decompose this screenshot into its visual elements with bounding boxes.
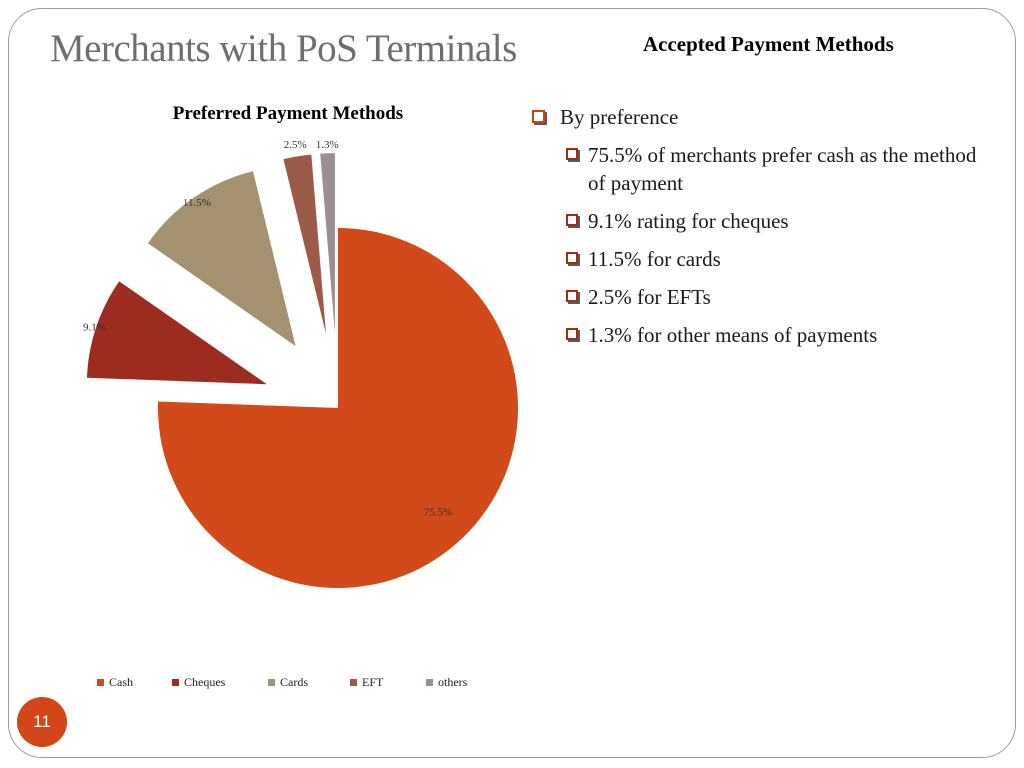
bullet-item-text: 1.3% for other means of payments	[588, 323, 878, 347]
legend-label: Cards	[280, 675, 308, 689]
bullet-item: 1.3% for other means of payments	[566, 321, 992, 349]
checkbox-bullet-icon	[532, 110, 545, 123]
data-label-cheques: 9.1%	[83, 322, 106, 334]
bullet-item-text: 75.5% of merchants prefer cash as the me…	[588, 143, 977, 195]
legend-label: Cheques	[184, 675, 226, 689]
pie-slice-cash	[157, 228, 519, 588]
legend-label: Cash	[109, 675, 133, 689]
legend-swatch	[350, 679, 357, 686]
legend-label: EFT	[362, 675, 384, 689]
data-label-cash: 75.5%	[424, 507, 452, 519]
pie-chart: Preferred Payment Methods 75.5% 9.1% 11.5%…	[83, 103, 519, 689]
bullet-item-text: 2.5% for EFTs	[588, 285, 711, 309]
checkbox-bullet-icon	[566, 252, 578, 264]
slide-title: Merchants with PoS Terminals	[50, 27, 517, 70]
pie-slice-cheques	[86, 281, 267, 385]
legend-label: others	[438, 675, 468, 689]
chart-title: Preferred Payment Methods	[173, 103, 403, 124]
pie-slice-others	[320, 153, 335, 334]
page-number-badge: 11	[17, 697, 67, 747]
data-label-others: 1.3%	[316, 139, 339, 151]
pie-slice-eft	[283, 154, 327, 334]
checkbox-bullet-icon	[566, 148, 578, 160]
section-heading: Accepted Payment Methods	[643, 32, 894, 56]
checkbox-bullet-icon	[566, 214, 578, 226]
checkbox-bullet-icon	[566, 290, 578, 302]
bullet-item: 2.5% for EFTs	[566, 283, 992, 311]
bullet-item: 75.5% of merchants prefer cash as the me…	[566, 141, 992, 197]
data-label-cards: 11.5%	[183, 197, 211, 209]
pie-slice-cards	[147, 171, 296, 347]
legend-item-cheques: Cheques	[172, 675, 226, 689]
bullet-item-text: 11.5% for cards	[588, 247, 721, 271]
legend-item-eft: EFT	[350, 675, 384, 689]
legend-item-others: others	[426, 675, 468, 689]
bullet-list: By preference 75.5% of merchants prefer …	[532, 103, 992, 359]
bullet-main-text: By preference	[560, 105, 679, 129]
legend-item-cards: Cards	[268, 675, 308, 689]
checkbox-bullet-icon	[566, 328, 578, 340]
legend-swatch	[97, 679, 104, 686]
legend-swatch	[268, 679, 275, 686]
legend-item-cash: Cash	[97, 675, 133, 689]
bullet-item-text: 9.1% rating for cheques	[588, 209, 789, 233]
data-label-eft: 2.5%	[284, 139, 307, 151]
bullet-item: 11.5% for cards	[566, 245, 992, 273]
legend-swatch	[426, 679, 433, 686]
bullet-item: 9.1% rating for cheques	[566, 207, 992, 235]
legend-swatch	[172, 679, 179, 686]
bullet-main: By preference	[532, 103, 992, 131]
